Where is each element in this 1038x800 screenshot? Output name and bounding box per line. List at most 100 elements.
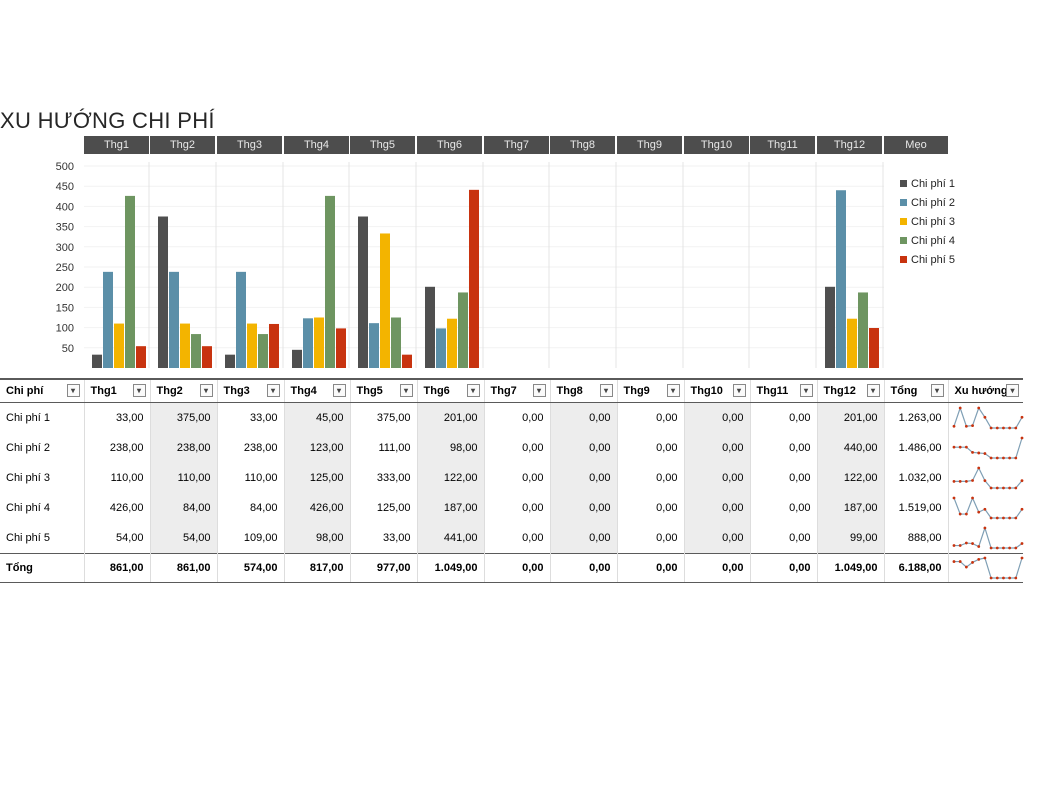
row-total[interactable]: 1.263,00 [883, 402, 948, 433]
cell-value[interactable]: 0,00 [483, 523, 550, 554]
filter-dropdown-icon[interactable]: ▾ [732, 384, 746, 397]
cell-value[interactable]: 238,00 [216, 433, 284, 463]
cell-value[interactable]: 977,00 [349, 553, 417, 583]
row-total[interactable]: 1.032,00 [883, 463, 948, 493]
cell-value[interactable]: 0,00 [549, 402, 617, 433]
filter-dropdown-icon[interactable]: ▾ [866, 384, 880, 397]
filter-dropdown-icon[interactable]: ▾ [266, 384, 280, 397]
filter-dropdown-icon[interactable]: ▾ [332, 384, 346, 397]
cell-value[interactable]: 0,00 [483, 433, 550, 463]
cell-value[interactable]: 187,00 [416, 493, 484, 523]
cell-value[interactable]: 110,00 [216, 463, 284, 493]
cell-value[interactable]: 333,00 [349, 463, 417, 493]
cell-value[interactable]: 0,00 [549, 553, 617, 583]
cell-value[interactable]: 861,00 [83, 553, 150, 583]
row-label[interactable]: Chi phí 3 [6, 472, 51, 484]
cell-value[interactable]: 0,00 [483, 463, 550, 493]
column-header-8[interactable]: Thg7 ▾ [483, 378, 550, 403]
cell-value[interactable]: 0,00 [749, 463, 817, 493]
column-header-14[interactable]: Tổng ▾ [883, 378, 948, 403]
column-header-3[interactable]: Thg2 ▾ [149, 378, 217, 403]
cell-value[interactable]: 375,00 [349, 402, 417, 433]
column-header-1[interactable]: Chi phí ▾ [0, 378, 84, 403]
cell-value[interactable]: 0,00 [549, 493, 617, 523]
row-label[interactable]: Chi phí 2 [6, 442, 51, 454]
column-header-13[interactable]: Thg12 ▾ [816, 378, 884, 403]
row-label[interactable]: Chi phí 1 [6, 412, 51, 424]
cell-value[interactable]: 33,00 [349, 523, 417, 554]
column-header-15[interactable]: Xu hướng ▾ [947, 378, 1023, 403]
cell-value[interactable]: 861,00 [149, 553, 217, 583]
cell-value[interactable]: 0,00 [616, 493, 684, 523]
filter-dropdown-icon[interactable]: ▾ [930, 384, 944, 397]
cell-value[interactable]: 84,00 [149, 493, 217, 523]
cell-value[interactable]: 0,00 [683, 463, 750, 493]
cell-value[interactable]: 84,00 [216, 493, 284, 523]
cell-value[interactable]: 0,00 [616, 553, 684, 583]
column-header-11[interactable]: Thg10 ▾ [683, 378, 750, 403]
cell-value[interactable]: 0,00 [749, 523, 817, 554]
filter-dropdown-icon[interactable]: ▾ [199, 384, 213, 397]
cell-value[interactable]: 0,00 [616, 433, 684, 463]
filter-dropdown-icon[interactable]: ▾ [399, 384, 413, 397]
row-total[interactable]: 888,00 [883, 523, 948, 554]
filter-dropdown-icon[interactable]: ▾ [66, 384, 80, 397]
cell-value[interactable]: 125,00 [283, 463, 350, 493]
row-label[interactable]: Tổng [0, 553, 84, 583]
cell-value[interactable]: 45,00 [283, 402, 350, 433]
cell-value[interactable]: 0,00 [483, 402, 550, 433]
cell-value[interactable]: 125,00 [349, 493, 417, 523]
row-total[interactable]: 1.519,00 [883, 493, 948, 523]
cell-value[interactable]: 0,00 [683, 553, 750, 583]
cell-value[interactable]: 426,00 [283, 493, 350, 523]
filter-dropdown-icon[interactable]: ▾ [599, 384, 613, 397]
column-header-5[interactable]: Thg4 ▾ [283, 378, 350, 403]
cell-value[interactable]: 0,00 [616, 463, 684, 493]
filter-dropdown-icon[interactable]: ▾ [132, 384, 146, 397]
row-total[interactable]: 1.486,00 [883, 433, 948, 463]
cell-value[interactable]: 110,00 [83, 463, 150, 493]
cell-value[interactable]: 817,00 [283, 553, 350, 583]
cell-value[interactable]: 54,00 [83, 523, 150, 554]
cell-value[interactable]: 187,00 [816, 493, 884, 523]
row-label[interactable]: Chi phí 4 [6, 502, 51, 514]
cell-value[interactable]: 1.049,00 [416, 553, 484, 583]
column-header-10[interactable]: Thg9 ▾ [616, 378, 684, 403]
row-label[interactable]: Chi phí 5 [6, 532, 51, 544]
cell-value[interactable]: 0,00 [549, 433, 617, 463]
cell-value[interactable]: 33,00 [83, 402, 150, 433]
cell-value[interactable]: 440,00 [816, 433, 884, 463]
cell-value[interactable]: 375,00 [149, 402, 217, 433]
cell-value[interactable]: 426,00 [83, 493, 150, 523]
cell-value[interactable]: 0,00 [483, 493, 550, 523]
cell-value[interactable]: 54,00 [149, 523, 217, 554]
column-header-12[interactable]: Thg11 ▾ [749, 378, 817, 403]
cell-value[interactable]: 201,00 [416, 402, 484, 433]
cell-value[interactable]: 123,00 [283, 433, 350, 463]
cell-value[interactable]: 0,00 [749, 433, 817, 463]
cell-value[interactable]: 110,00 [149, 463, 217, 493]
cell-value[interactable]: 0,00 [683, 493, 750, 523]
column-header-4[interactable]: Thg3 ▾ [216, 378, 284, 403]
cell-value[interactable]: 1.049,00 [816, 553, 884, 583]
row-total[interactable]: 6.188,00 [883, 553, 948, 583]
cell-value[interactable]: 0,00 [683, 523, 750, 554]
filter-dropdown-icon[interactable]: ▾ [466, 384, 480, 397]
cell-value[interactable]: 0,00 [749, 493, 817, 523]
column-header-9[interactable]: Thg8 ▾ [549, 378, 617, 403]
column-header-7[interactable]: Thg6 ▾ [416, 378, 484, 403]
column-header-2[interactable]: Thg1 ▾ [83, 378, 150, 403]
filter-dropdown-icon[interactable]: ▾ [666, 384, 680, 397]
cell-value[interactable]: 122,00 [816, 463, 884, 493]
cell-value[interactable]: 98,00 [416, 433, 484, 463]
cell-value[interactable]: 122,00 [416, 463, 484, 493]
cell-value[interactable]: 0,00 [683, 433, 750, 463]
cell-value[interactable]: 0,00 [616, 402, 684, 433]
cell-value[interactable]: 441,00 [416, 523, 484, 554]
cell-value[interactable]: 33,00 [216, 402, 284, 433]
cell-value[interactable]: 0,00 [616, 523, 684, 554]
filter-dropdown-icon[interactable]: ▾ [532, 384, 546, 397]
cell-value[interactable]: 0,00 [749, 553, 817, 583]
cell-value[interactable]: 0,00 [683, 402, 750, 433]
cell-value[interactable]: 0,00 [483, 553, 550, 583]
